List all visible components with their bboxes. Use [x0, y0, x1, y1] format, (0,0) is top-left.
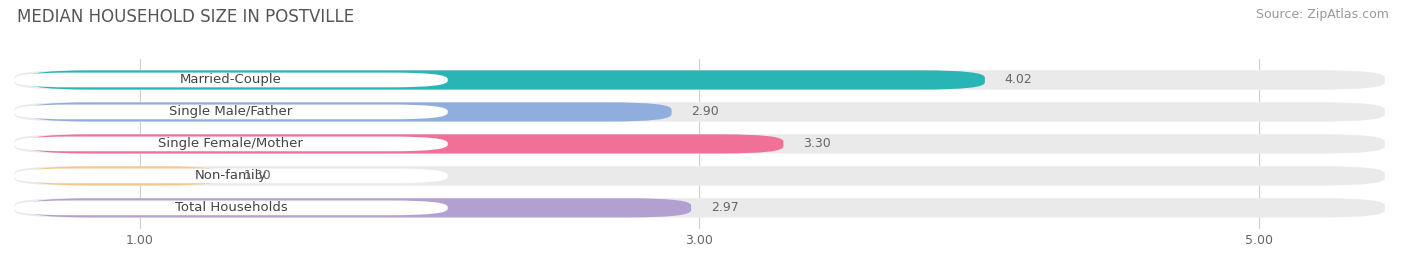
Text: 2.97: 2.97: [710, 201, 738, 214]
FancyBboxPatch shape: [14, 166, 1385, 186]
Text: 4.02: 4.02: [1004, 73, 1032, 86]
FancyBboxPatch shape: [28, 134, 783, 154]
FancyBboxPatch shape: [14, 105, 447, 119]
FancyBboxPatch shape: [14, 137, 447, 151]
FancyBboxPatch shape: [14, 134, 1385, 154]
Text: Married-Couple: Married-Couple: [180, 73, 281, 86]
FancyBboxPatch shape: [14, 198, 1385, 217]
Text: MEDIAN HOUSEHOLD SIZE IN POSTVILLE: MEDIAN HOUSEHOLD SIZE IN POSTVILLE: [17, 8, 354, 26]
Text: Single Female/Mother: Single Female/Mother: [159, 137, 304, 150]
FancyBboxPatch shape: [28, 166, 224, 186]
FancyBboxPatch shape: [28, 70, 984, 90]
FancyBboxPatch shape: [28, 102, 672, 122]
Text: 3.30: 3.30: [803, 137, 831, 150]
FancyBboxPatch shape: [28, 198, 692, 217]
Text: 1.30: 1.30: [243, 169, 271, 182]
Text: Single Male/Father: Single Male/Father: [169, 105, 292, 118]
Text: Non-family: Non-family: [195, 169, 267, 182]
FancyBboxPatch shape: [14, 70, 1385, 90]
Text: 2.90: 2.90: [692, 105, 718, 118]
FancyBboxPatch shape: [14, 169, 447, 183]
Text: Total Households: Total Households: [174, 201, 287, 214]
Text: Source: ZipAtlas.com: Source: ZipAtlas.com: [1256, 8, 1389, 21]
FancyBboxPatch shape: [14, 200, 447, 215]
FancyBboxPatch shape: [14, 102, 1385, 122]
FancyBboxPatch shape: [14, 73, 447, 87]
